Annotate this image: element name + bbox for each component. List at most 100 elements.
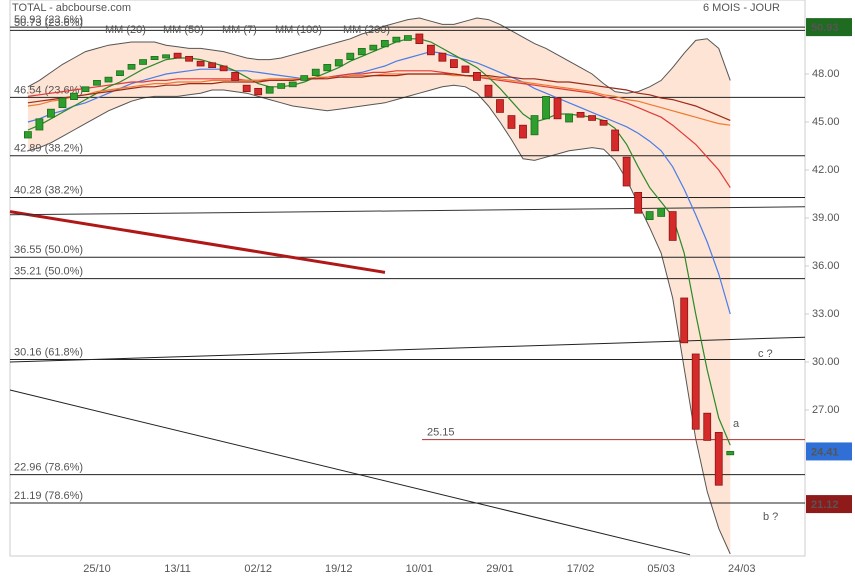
candle	[242, 84, 251, 92]
plot-frame	[9, 0, 806, 557]
candle	[277, 83, 286, 89]
candle	[415, 33, 424, 45]
candle	[219, 65, 228, 72]
y-tick-label: 27.00	[812, 404, 840, 416]
candle	[173, 52, 182, 59]
candle	[392, 36, 401, 43]
candle	[127, 64, 136, 70]
moving-average	[27, 73, 731, 121]
candle	[81, 86, 90, 93]
y-tick-label: 33.00	[812, 308, 840, 320]
candle	[645, 211, 654, 221]
price-badge-label: 21.12	[811, 499, 839, 511]
y-tick-label: 39.00	[812, 212, 840, 224]
candle	[622, 156, 631, 187]
price-badge	[806, 495, 852, 514]
candle	[58, 97, 67, 109]
candle	[703, 412, 712, 441]
x-tick-label: 10/01	[406, 563, 434, 575]
price-badge	[806, 442, 852, 461]
legend-entry: MM (50)	[163, 24, 204, 36]
resistance-label: 25.15	[427, 427, 455, 439]
x-tick-label: 29/01	[486, 563, 514, 575]
y-tick-label: 42.00	[812, 164, 840, 176]
moving-average	[27, 50, 731, 315]
x-tick-label: 13/11	[164, 563, 191, 575]
x-tick-label: 02/12	[244, 563, 272, 575]
level-label: 50.93 (23.6%)	[14, 14, 83, 26]
legend-entry: MM (20)	[105, 24, 146, 36]
candle	[357, 48, 366, 56]
candle	[346, 52, 355, 61]
candle	[507, 115, 516, 129]
candle	[588, 115, 596, 121]
candle	[23, 131, 32, 139]
candle	[657, 207, 666, 217]
candle	[680, 297, 689, 344]
candle	[300, 75, 309, 81]
candle	[576, 112, 585, 118]
level-label: 22.96 (78.6%)	[14, 462, 83, 474]
trend-line	[9, 336, 806, 363]
y-tick-label: 45.00	[812, 116, 840, 128]
level-label: 46.54 (23.6%)	[14, 84, 83, 96]
candle	[139, 59, 147, 65]
y-tick-label: 48.00	[812, 68, 840, 80]
candle	[334, 59, 343, 67]
candle	[162, 54, 170, 59]
level-label: 21.19 (78.6%)	[14, 490, 83, 502]
candle	[150, 56, 159, 61]
candle	[473, 72, 481, 81]
level-label: 50.73 (23.6%)	[14, 17, 83, 29]
candle	[450, 59, 458, 68]
chart-title: TOTAL - abcbourse.com	[12, 2, 131, 14]
price-badge	[806, 18, 852, 37]
price-badge-label: 24.41	[811, 446, 839, 458]
x-tick-label: 24/03	[728, 563, 756, 575]
candle	[634, 191, 643, 214]
moving-average	[27, 73, 731, 126]
candle	[461, 65, 470, 73]
candle	[714, 431, 723, 486]
candle	[565, 113, 573, 123]
period: 6 MOIS - JOUR	[703, 2, 780, 14]
candle	[496, 99, 504, 113]
legend-entry: MM (100)	[275, 24, 322, 36]
candle	[288, 81, 297, 88]
y-tick-label: 30.00	[812, 356, 840, 368]
candle	[93, 80, 101, 86]
candle	[380, 40, 389, 48]
trend-line	[9, 206, 806, 216]
price-badge-label: 50.93	[811, 22, 839, 34]
candle	[484, 84, 493, 97]
candle	[265, 86, 274, 94]
level-label: 35.21 (50.0%)	[14, 266, 83, 278]
x-tick-label: 17/02	[567, 563, 595, 575]
candle	[668, 211, 677, 241]
candle	[323, 64, 332, 72]
legend-entry: MM (7)	[222, 24, 257, 36]
candle	[369, 44, 378, 51]
candle	[726, 451, 735, 456]
legend-entry: MM (200)	[343, 24, 390, 36]
candle	[311, 68, 320, 76]
candle	[70, 92, 78, 100]
annotation: c ?	[758, 348, 773, 360]
candle	[116, 70, 124, 77]
candle	[104, 76, 113, 83]
moving-average	[27, 70, 731, 188]
candle	[47, 108, 55, 118]
y-tick-label: 36.00	[812, 260, 840, 272]
level-label: 40.28 (38.2%)	[14, 184, 83, 196]
candle	[208, 62, 217, 68]
level-label: 42.89 (38.2%)	[14, 143, 83, 155]
candle	[530, 115, 539, 136]
x-tick-label: 25/10	[83, 563, 111, 575]
level-label: 36.55 (50.0%)	[14, 244, 83, 256]
candle	[438, 52, 447, 62]
candle	[35, 118, 44, 131]
candle	[599, 120, 608, 126]
band-upper	[27, 17, 731, 94]
candle	[196, 60, 205, 67]
